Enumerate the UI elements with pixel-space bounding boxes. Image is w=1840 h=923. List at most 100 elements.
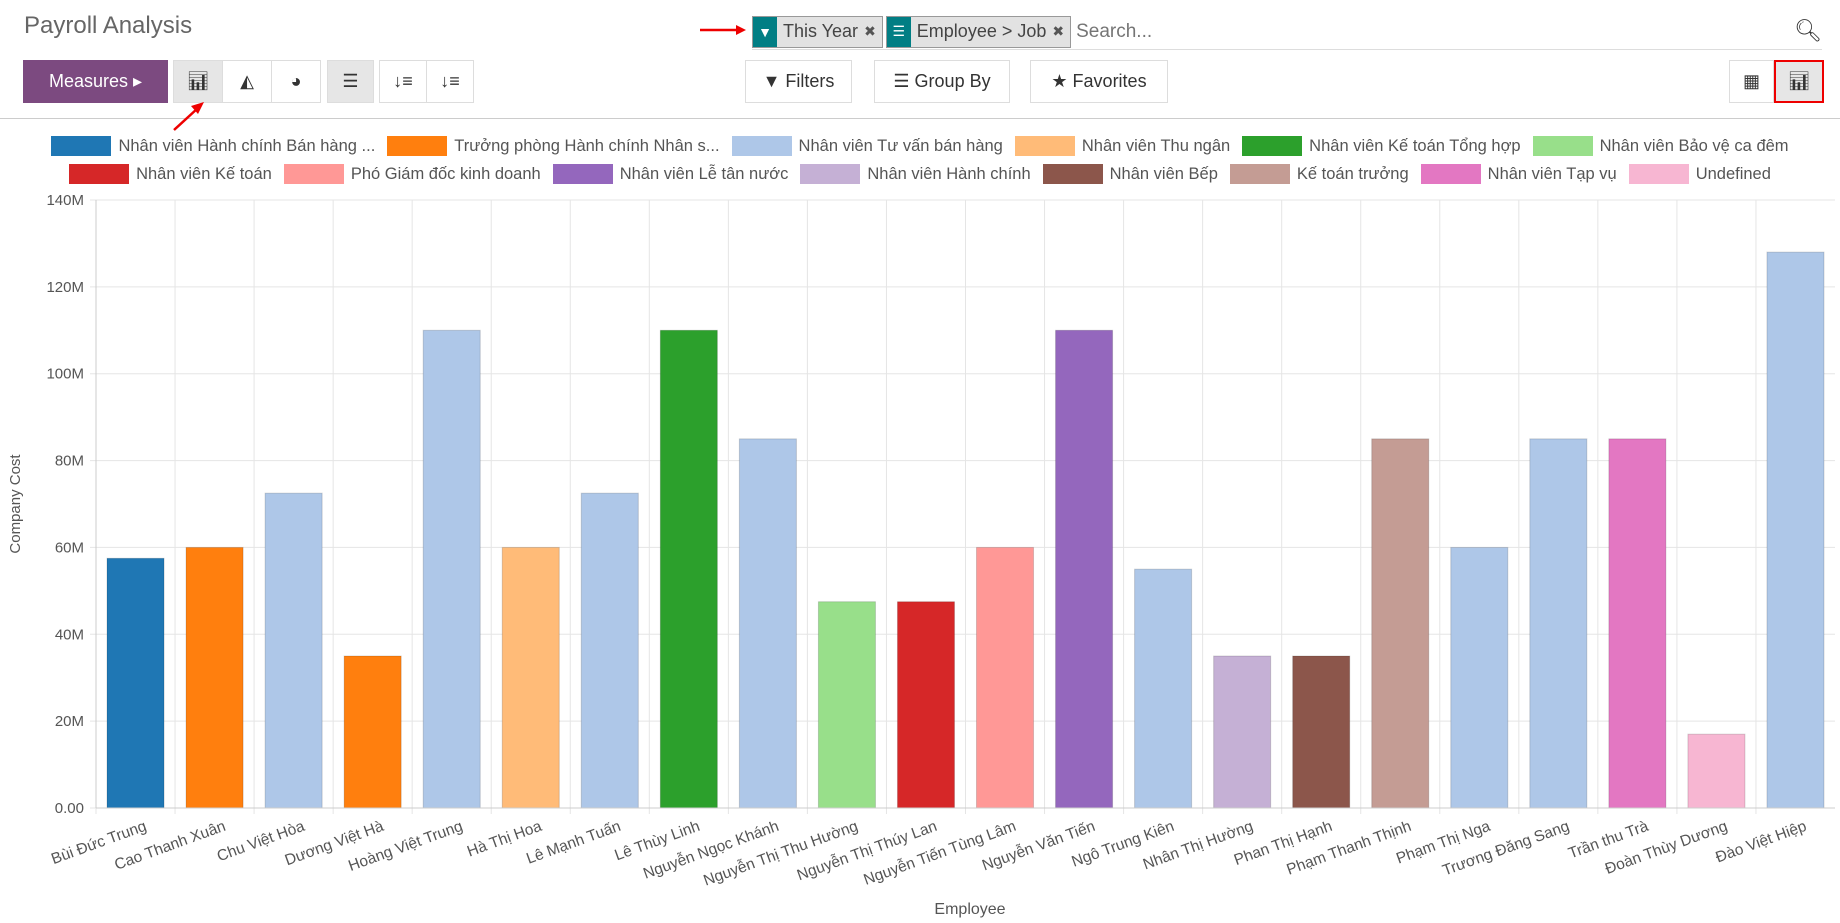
- measures-label: Measures: [48, 71, 128, 91]
- facet-this-year[interactable]: ▼ This Year ✖: [752, 15, 883, 48]
- legend-item[interactable]: Nhân viên Lễ tân nước: [552, 164, 789, 184]
- measures-button[interactable]: Measures ▸: [23, 60, 168, 103]
- legend-item[interactable]: Nhân viên Tạp vụ: [1420, 164, 1617, 184]
- bar: [1134, 568, 1193, 809]
- bar: [1766, 251, 1825, 809]
- bar: [1687, 733, 1746, 809]
- legend-item[interactable]: Undefined: [1628, 164, 1771, 184]
- line-chart-button[interactable]: ◭: [222, 60, 272, 103]
- legend-swatch: [283, 164, 344, 184]
- pivot-view-button[interactable]: ▦: [1729, 60, 1774, 103]
- remove-facet-icon[interactable]: ✖: [1052, 23, 1065, 39]
- x-tick-label: Đào Việt Hiệp: [1713, 818, 1808, 867]
- facet-label: Employee > Job: [916, 21, 1047, 41]
- y-tick-label: 20M: [55, 713, 84, 730]
- legend-label: Nhân viên Bếp: [1109, 164, 1218, 183]
- y-axis-label: Company Cost: [7, 454, 24, 554]
- legend-label: Kế toán trưởng: [1296, 164, 1409, 183]
- y-tick-label: 80M: [55, 453, 84, 470]
- pie-chart-button[interactable]: ◕: [271, 60, 321, 103]
- sort-descending-button[interactable]: ↓≡: [379, 60, 427, 103]
- bar: [976, 546, 1035, 809]
- bar: [1213, 655, 1272, 809]
- legend-swatch: [1242, 136, 1303, 156]
- group-by-button[interactable]: ☰ Group By: [874, 60, 1010, 103]
- filter-icon: ▼: [762, 71, 786, 91]
- legend-swatch: [387, 136, 448, 156]
- annotation-arrow: [173, 107, 199, 131]
- group-by-icon: ☰: [893, 71, 915, 91]
- legend-swatch: [552, 164, 613, 184]
- stacked-button[interactable]: ☰: [327, 60, 374, 103]
- remove-facet-icon[interactable]: ✖: [864, 23, 876, 39]
- legend-item[interactable]: Nhân viên Bảo vệ ca đêm: [1532, 136, 1789, 156]
- legend-item[interactable]: Nhân viên Kế toán Tổng hợp: [1242, 136, 1521, 156]
- bar: [659, 329, 718, 809]
- legend-item[interactable]: Nhân viên Tư vấn bán hàng: [731, 136, 1003, 156]
- bar: [1055, 329, 1114, 809]
- legend-label: Nhân viên Bảo vệ ca đêm: [1599, 136, 1789, 155]
- page-title: Payroll Analysis: [24, 12, 193, 39]
- y-tick-label: 120M: [46, 279, 84, 296]
- legend-label: Nhân viên Tư vấn bán hàng: [798, 136, 1003, 155]
- bar: [896, 601, 955, 809]
- legend-item[interactable]: Nhân viên Bếp: [1042, 164, 1218, 184]
- legend-item[interactable]: Phó Giám đốc kinh doanh: [283, 164, 541, 184]
- bar: [738, 438, 797, 809]
- legend-swatch: [1229, 164, 1290, 184]
- legend-swatch: [800, 164, 861, 184]
- legend-label: Nhân viên Hành chính: [867, 164, 1031, 183]
- bar: [343, 655, 402, 809]
- favorites-label: Favorites: [1072, 71, 1147, 91]
- bar-chart-button[interactable]: 📊︎: [173, 60, 223, 103]
- group-by-label: Group By: [914, 71, 991, 91]
- search-bar: ▼ This Year ✖ ☰ Employee > Job ✖ 🔍︎: [752, 14, 1822, 50]
- legend-label: Phó Giám đốc kinh doanh: [350, 164, 541, 183]
- legend-label: Trưởng phòng Hành chính Nhân s...: [454, 136, 720, 155]
- legend-item[interactable]: Nhân viên Kế toán: [69, 164, 272, 184]
- legend-item[interactable]: Kế toán trưởng: [1229, 164, 1409, 184]
- search-input[interactable]: [1074, 19, 1675, 44]
- bar: [1292, 655, 1351, 809]
- search-icon[interactable]: 🔍︎: [1794, 18, 1822, 43]
- legend-swatch: [1014, 136, 1075, 156]
- group-by-icon: ☰: [886, 16, 911, 47]
- y-tick-label: 60M: [55, 539, 84, 556]
- legend-item[interactable]: Nhân viên Thu ngân: [1014, 136, 1231, 156]
- annotation-arrowhead: [736, 25, 746, 35]
- legend-swatch: [51, 136, 112, 156]
- facet-group-by[interactable]: ☰ Employee > Job ✖: [885, 15, 1072, 48]
- legend-item[interactable]: Nhân viên Hành chính Bán hàng ...: [51, 136, 375, 156]
- legend-swatch: [1628, 164, 1689, 184]
- star-icon: ★: [1051, 71, 1073, 91]
- legend-swatch: [731, 136, 792, 156]
- bar: [1608, 438, 1667, 809]
- filter-icon: ▼: [753, 16, 777, 47]
- sort-ascending-button[interactable]: ↓≡: [426, 60, 474, 103]
- chart-legend: Nhân viên Hành chính Bán hàng ... Trưởng …: [20, 136, 1820, 184]
- y-tick-label: 100M: [46, 366, 84, 383]
- legend-label: Nhân viên Kế toán Tổng hợp: [1309, 136, 1521, 155]
- filters-button[interactable]: ▼ Filters: [745, 60, 852, 103]
- bar: [501, 546, 560, 809]
- legend-label: Nhân viên Kế toán: [136, 164, 272, 183]
- y-tick-label: 0.00: [55, 800, 84, 817]
- annotation-arrowhead: [191, 102, 204, 114]
- bar: [580, 492, 639, 809]
- bar: [185, 546, 244, 809]
- bar-chart-icon: 📊︎: [1787, 71, 1811, 91]
- bar: [106, 557, 165, 809]
- bar: [1529, 438, 1588, 809]
- bar: [1450, 546, 1509, 809]
- bar: [422, 329, 481, 809]
- bar: [264, 492, 323, 809]
- legend-item[interactable]: Nhân viên Hành chính: [800, 164, 1031, 184]
- favorites-button[interactable]: ★ Favorites: [1030, 60, 1168, 103]
- legend-item[interactable]: Trưởng phòng Hành chính Nhân s...: [387, 136, 720, 156]
- legend-swatch: [1532, 136, 1593, 156]
- legend-label: Nhân viên Lễ tân nước: [619, 164, 789, 183]
- y-tick-label: 40M: [55, 626, 84, 643]
- graph-view-button[interactable]: 📊︎: [1774, 60, 1824, 103]
- legend-label: Nhân viên Thu ngân: [1081, 136, 1231, 155]
